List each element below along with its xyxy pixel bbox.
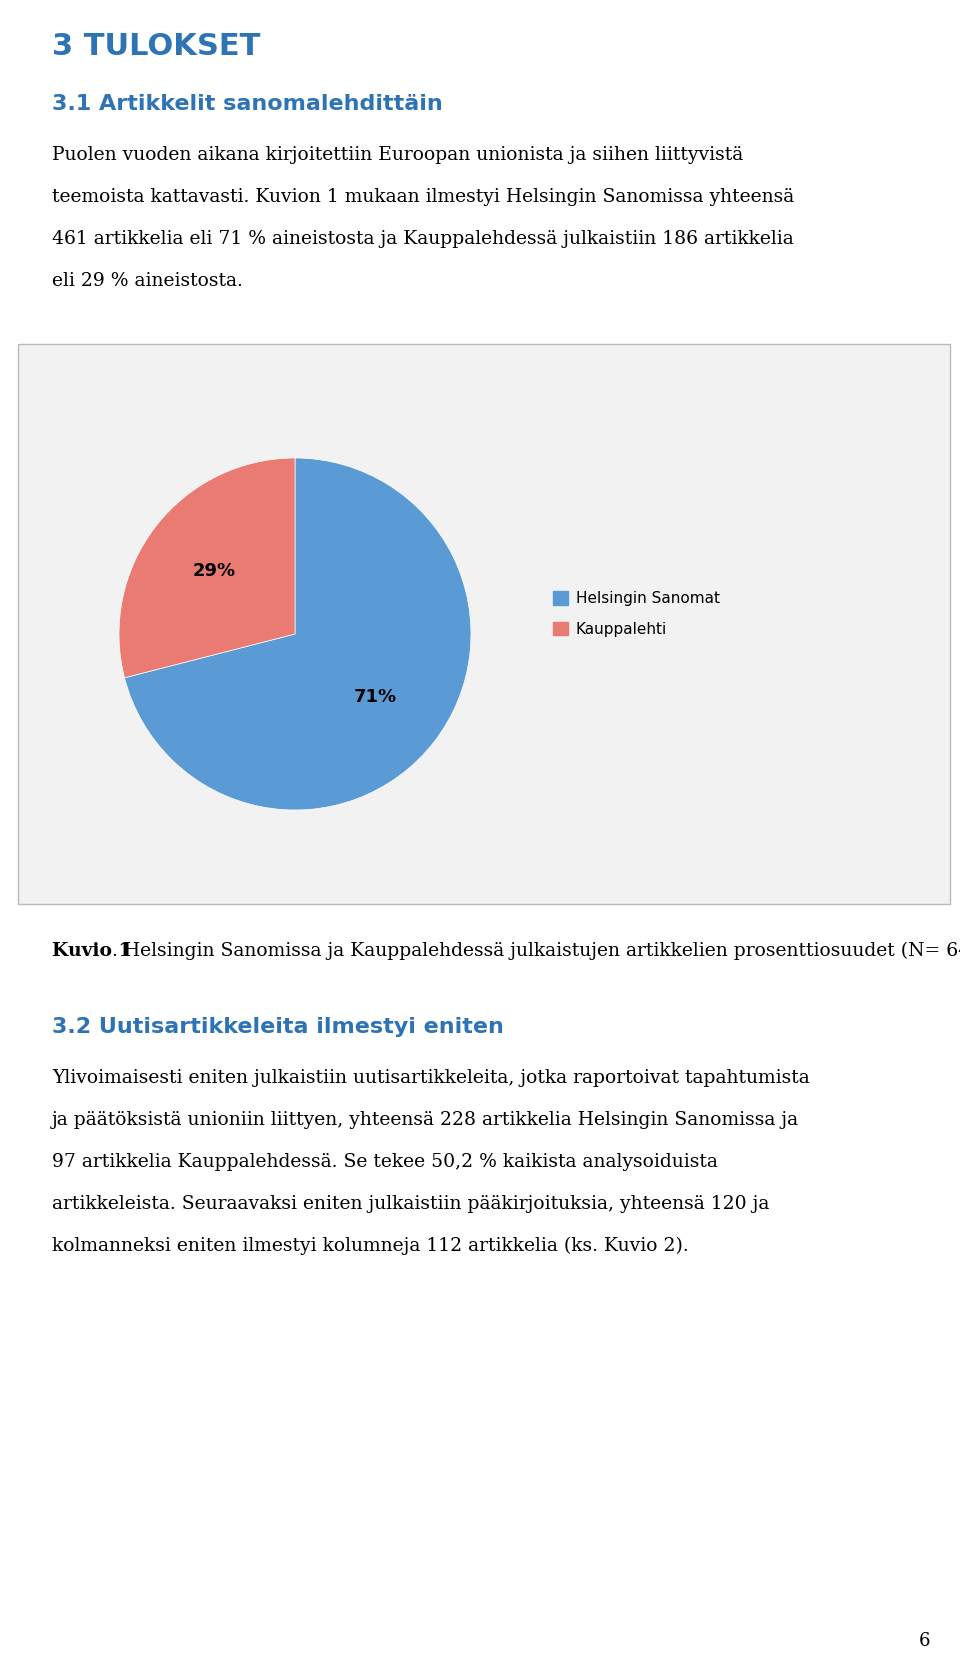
Text: 97 artikkelia Kauppalehdessä. Se tekee 50,2 % kaikista analysoiduista: 97 artikkelia Kauppalehdessä. Se tekee 5… bbox=[52, 1153, 718, 1172]
Text: . Helsingin Sanomissa ja Kauppalehdessä julkaistujen artikkelien prosenttiosuude: . Helsingin Sanomissa ja Kauppalehdessä … bbox=[111, 942, 960, 960]
Text: 3.1 Artikkelit sanomalehdittäin: 3.1 Artikkelit sanomalehdittäin bbox=[52, 94, 443, 114]
Text: artikkeleista. Seuraavaksi eniten julkaistiin pääkirjoituksia, yhteensä 120 ja: artikkeleista. Seuraavaksi eniten julkai… bbox=[52, 1195, 769, 1213]
Text: 3 TULOKSET: 3 TULOKSET bbox=[52, 32, 260, 60]
Text: eli 29 % aineistosta.: eli 29 % aineistosta. bbox=[52, 272, 243, 290]
Text: 3.2 Uutisartikkeleita ilmestyi eniten: 3.2 Uutisartikkeleita ilmestyi eniten bbox=[52, 1017, 504, 1037]
Text: Puolen vuoden aikana kirjoitettiin Euroopan unionista ja siihen liittyvistä: Puolen vuoden aikana kirjoitettiin Euroo… bbox=[52, 146, 743, 164]
Wedge shape bbox=[125, 458, 471, 810]
Text: 71%: 71% bbox=[354, 687, 397, 706]
Text: Kuvio 1: Kuvio 1 bbox=[52, 942, 132, 960]
FancyBboxPatch shape bbox=[18, 344, 950, 903]
Text: 461 artikkelia eli 71 % aineistosta ja Kauppalehdessä julkaistiin 186 artikkelia: 461 artikkelia eli 71 % aineistosta ja K… bbox=[52, 230, 794, 248]
Text: kolmanneksi eniten ilmestyi kolumneja 112 artikkelia (ks. Kuvio 2).: kolmanneksi eniten ilmestyi kolumneja 11… bbox=[52, 1237, 688, 1255]
Text: Ylivoimaisesti eniten julkaistiin uutisartikkeleita, jotka raportoivat tapahtumi: Ylivoimaisesti eniten julkaistiin uutisa… bbox=[52, 1069, 809, 1088]
Text: teemoista kattavasti. Kuvion 1 mukaan ilmestyi Helsingin Sanomissa yhteensä: teemoista kattavasti. Kuvion 1 mukaan il… bbox=[52, 188, 794, 206]
Legend: Helsingin Sanomat, Kauppalehti: Helsingin Sanomat, Kauppalehti bbox=[553, 592, 720, 637]
Wedge shape bbox=[119, 458, 295, 677]
Text: 6: 6 bbox=[919, 1632, 930, 1649]
Text: ja päätöksistä unioniin liittyen, yhteensä 228 artikkelia Helsingin Sanomissa ja: ja päätöksistä unioniin liittyen, yhteen… bbox=[52, 1111, 799, 1130]
Text: 29%: 29% bbox=[193, 563, 236, 580]
